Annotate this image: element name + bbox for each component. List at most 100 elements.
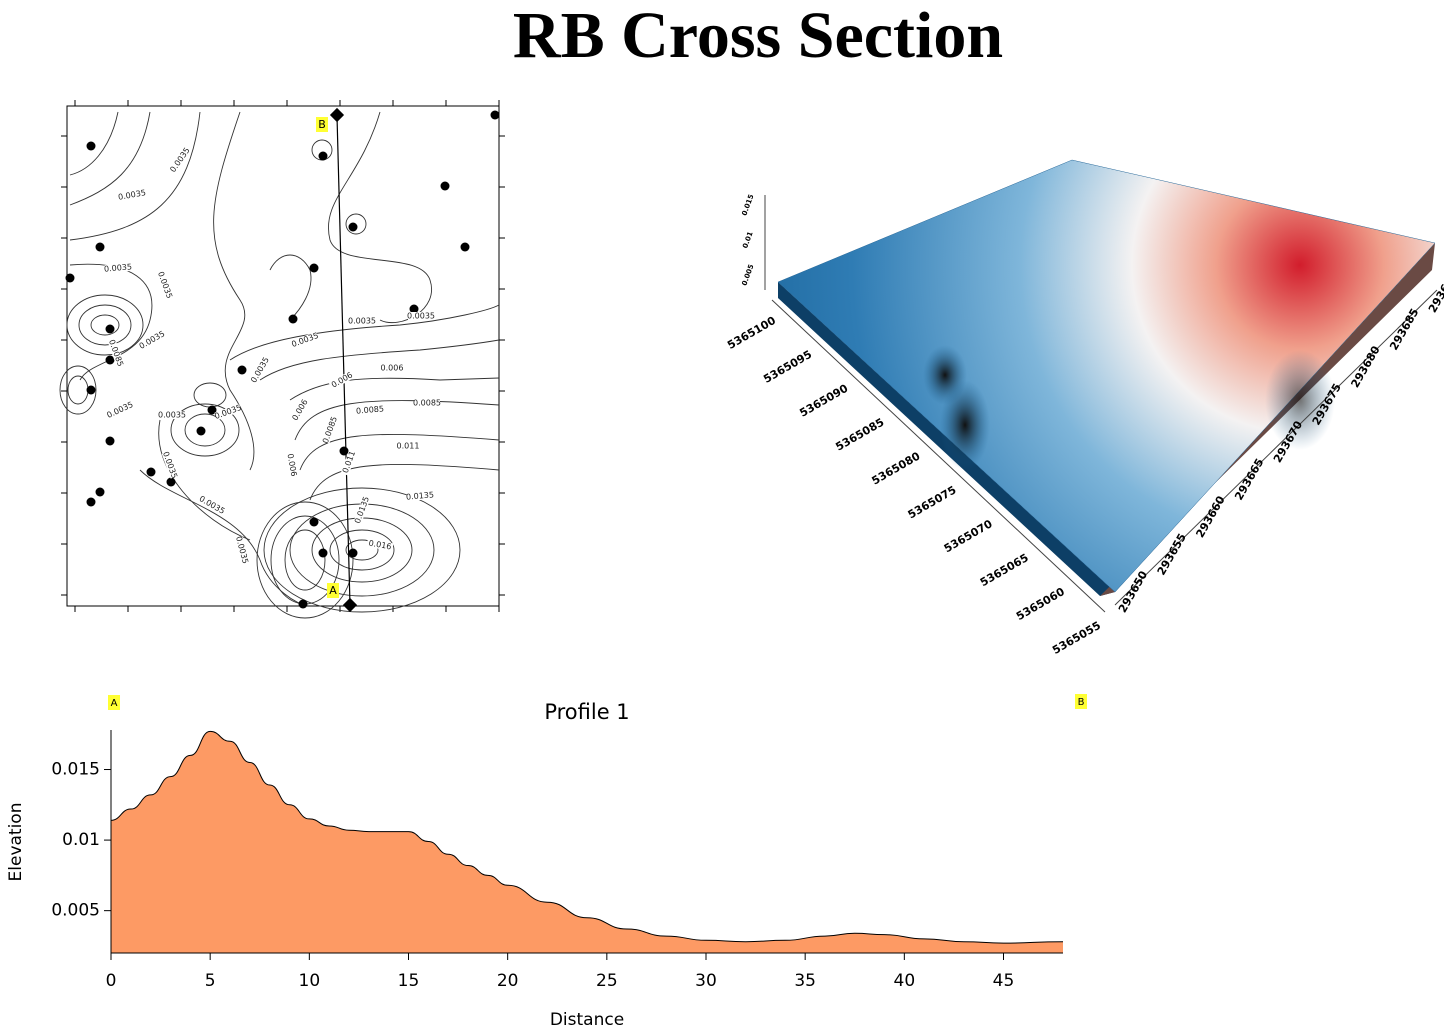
- label-bg: [328, 370, 356, 390]
- label-bg: [379, 364, 405, 372]
- surface: [777, 159, 1436, 593]
- sample-point: [309, 517, 319, 527]
- sample-point: [146, 467, 156, 477]
- label-bg: [138, 330, 166, 350]
- x-tick-label: 30: [695, 971, 717, 991]
- contour-labels: 0.0035 0.0035 0.0035 0.0035 0.0035 0.0085 0.00…: [104, 146, 441, 565]
- contour-label: 0.0035: [168, 146, 191, 174]
- sample-point: [105, 324, 115, 334]
- section-line: [336, 115, 351, 606]
- label-bg: [349, 317, 375, 325]
- x-tick-label: 10: [299, 971, 321, 991]
- contour-label: 0.006: [290, 398, 309, 422]
- sample-point: [86, 497, 96, 507]
- sample-point: [288, 314, 298, 324]
- label-bg: [161, 451, 179, 479]
- frame-ticks: [61, 100, 505, 612]
- surface-y-tick-label: 5365100: [725, 314, 778, 352]
- contour-label: 0.0035: [249, 356, 271, 385]
- x-tick-label: 40: [894, 971, 916, 991]
- label-bg: [108, 695, 120, 710]
- label-bg: [214, 403, 242, 421]
- sample-point: [86, 141, 96, 151]
- x-axis-label: Distance: [550, 1010, 624, 1030]
- x-tick-label: 35: [794, 971, 816, 991]
- sample-point: [237, 365, 247, 375]
- label-bg: [395, 442, 421, 450]
- surface-y-tick-label: 5365080: [870, 449, 923, 487]
- sample-point: [105, 355, 115, 365]
- surface-z-tick-label: 0.005: [740, 263, 755, 287]
- label-bg: [316, 117, 328, 132]
- surface-shade: [940, 380, 990, 470]
- surface-x-tick-label: 293665: [1232, 456, 1266, 502]
- chart-title: Profile 1: [544, 700, 629, 724]
- x-tick-label: 25: [596, 971, 618, 991]
- sample-points: [65, 110, 500, 609]
- surface-y-tick-label: 5365075: [906, 483, 959, 521]
- x-tick-label: 0: [106, 971, 117, 991]
- surface-x-tick-label: 293690: [1426, 268, 1444, 315]
- sample-point: [440, 181, 450, 191]
- label-bg: [356, 404, 384, 416]
- sample-point: [339, 446, 349, 456]
- area-line: [110, 730, 1064, 944]
- contour-label: 0.016: [368, 539, 392, 552]
- surface-y-tick-label: 5365070: [942, 517, 995, 555]
- sample-point: [348, 222, 358, 232]
- sample-point: [318, 151, 328, 161]
- section-label: B: [318, 118, 326, 131]
- contour-label: 0.0035: [117, 188, 146, 202]
- y-axis-label: Elevation: [6, 803, 26, 882]
- label-bg: [106, 400, 134, 420]
- contour-label: 0.0035: [407, 312, 435, 321]
- label-bg: [321, 416, 339, 444]
- contour-label: 0.0135: [406, 490, 435, 501]
- sample-point: [65, 273, 75, 283]
- area-fill: [111, 731, 1063, 953]
- label-bg: [107, 339, 125, 367]
- contour-label: 0.0085: [413, 399, 441, 408]
- section-end: [329, 107, 345, 123]
- label-bg: [353, 496, 371, 524]
- contour-label: 0.0035: [290, 331, 319, 349]
- surface-y-tick-label: 5365060: [1014, 585, 1067, 623]
- label-bg: [340, 448, 358, 476]
- map-frame: [66, 105, 500, 607]
- surface-y-tick-label: 5365065: [978, 551, 1031, 589]
- section-label: A: [329, 584, 337, 597]
- label-bg: [250, 356, 270, 384]
- x-tick-label: 5: [205, 971, 216, 991]
- contour-label: 0.006: [286, 453, 299, 477]
- surface-x-tick-label: 293685: [1387, 306, 1421, 352]
- label-bg: [118, 188, 146, 202]
- contour-map: 0.0035 0.0035 0.0035 0.0035 0.0035 0.0085 0.00…: [59, 100, 505, 619]
- endpoint-label: B: [1078, 697, 1085, 708]
- label-bg: [1075, 694, 1087, 709]
- y-tick-label: 0.005: [51, 901, 100, 921]
- surface-z-tick-label: 0.01: [741, 230, 754, 249]
- contour-label: 0.0035: [156, 270, 174, 299]
- sample-point: [318, 548, 328, 558]
- page-title: RB Cross Section: [513, 0, 1003, 72]
- surface-plot: 5365055536506053650655365070536507553650…: [725, 159, 1444, 657]
- sample-point: [348, 548, 358, 558]
- sample-point: [95, 242, 105, 252]
- sample-point: [309, 263, 319, 273]
- label-bg: [291, 331, 319, 349]
- label-bg: [104, 262, 132, 274]
- contour-label: 0.0035: [104, 262, 133, 273]
- label-bg: [169, 147, 191, 173]
- contour-label: 0.0035: [158, 411, 186, 420]
- surface-y-tick-label: 5365055: [1050, 619, 1103, 657]
- label-bg: [408, 312, 434, 320]
- sample-point: [490, 110, 500, 120]
- surface-x-tick-label: 293680: [1348, 343, 1382, 390]
- sample-point: [196, 426, 206, 436]
- label-bg: [406, 490, 434, 502]
- contour-label: 0.011: [397, 442, 420, 451]
- label-bg: [285, 451, 299, 479]
- sample-point: [95, 487, 105, 497]
- endpoint-label: A: [111, 698, 118, 709]
- contour-label: 0.0085: [356, 404, 385, 415]
